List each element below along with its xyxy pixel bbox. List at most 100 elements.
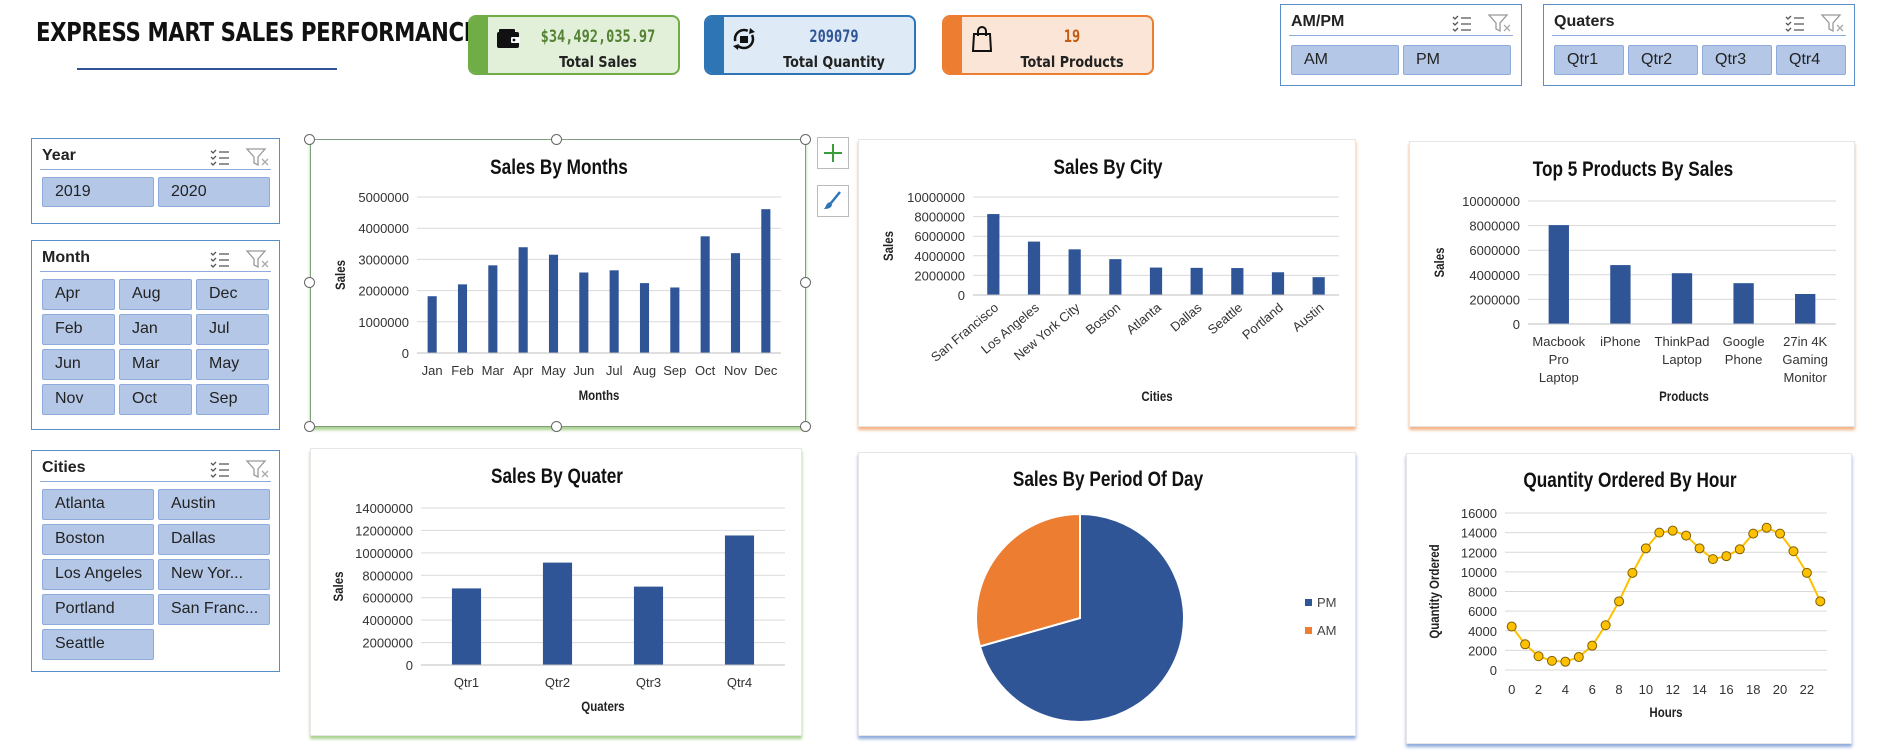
chart-styles-button[interactable] xyxy=(817,185,849,217)
chart-panel-hour[interactable]: Quantity Ordered By Hour 0 2000 4000 6000 800… xyxy=(1406,453,1852,744)
chart-panel-products[interactable]: Top 5 Products By Sales 0 2000000 4000000 60… xyxy=(1409,141,1855,427)
x-tick-label: Phone xyxy=(1725,352,1763,367)
x-tick-label: May xyxy=(541,363,566,378)
data-point xyxy=(1560,656,1571,667)
slicer-item-san-franc[interactable]: San Franc... xyxy=(158,594,270,625)
slicer-item-los-angeles[interactable]: Los Angeles xyxy=(42,559,154,590)
bar xyxy=(1149,267,1163,295)
slicer-item-atlanta[interactable]: Atlanta xyxy=(42,489,154,520)
slicer-item-boston[interactable]: Boston xyxy=(42,524,154,555)
legend-swatch xyxy=(1305,599,1312,606)
x-tick-label: 27in 4K xyxy=(1783,334,1827,349)
chart-title: Sales By Quater xyxy=(491,466,623,489)
y-tick-label: 6000 xyxy=(1468,604,1497,619)
clear-filter-icon[interactable] xyxy=(245,460,269,479)
x-tick-label: 22 xyxy=(1800,682,1814,697)
chart-sales-by-months: Sales By Months 0 1000000 2000000 3000000 400… xyxy=(332,157,781,403)
chart-sales-by-period: Sales By Period Of Day PM AM xyxy=(975,469,1337,723)
slicer-item-qtr2[interactable]: Qtr2 xyxy=(1628,45,1698,75)
chart-elements-button[interactable] xyxy=(817,137,849,169)
slicer-item-new-yor[interactable]: New Yor... xyxy=(158,559,270,590)
y-tick-label: 12000 xyxy=(1461,545,1497,560)
y-tick-label: 4000000 xyxy=(914,249,965,264)
clear-filter-icon[interactable] xyxy=(245,148,269,167)
x-tick-label: Dec xyxy=(754,363,778,378)
slicer-item-nov[interactable]: Nov xyxy=(42,384,115,415)
y-axis-title: Sales xyxy=(880,231,896,261)
resize-handle[interactable] xyxy=(304,277,315,288)
x-tick-label: Austin xyxy=(1289,300,1326,335)
y-tick-label: 0 xyxy=(406,658,413,673)
plus-icon xyxy=(824,144,842,162)
resize-handle[interactable] xyxy=(304,421,315,432)
bar xyxy=(1231,268,1244,295)
slicer-item-austin[interactable]: Austin xyxy=(158,489,270,520)
kpi-label: Total Products xyxy=(1020,53,1124,71)
slicer-item-seattle[interactable]: Seattle xyxy=(42,629,154,660)
multi-select-icon[interactable] xyxy=(1785,15,1804,32)
x-tick-label: 2 xyxy=(1535,682,1542,697)
x-tick-label: Pro xyxy=(1549,352,1569,367)
y-tick-label: 6000000 xyxy=(1469,243,1520,258)
multi-select-icon[interactable] xyxy=(210,149,229,166)
slicer-item-may[interactable]: May xyxy=(196,349,269,380)
y-tick-label: 2000000 xyxy=(358,284,409,299)
y-tick-label: 14000000 xyxy=(355,501,413,516)
multi-select-icon[interactable] xyxy=(210,251,229,268)
resize-handle[interactable] xyxy=(800,134,811,145)
multi-select-icon[interactable] xyxy=(210,461,229,478)
slicer-item-mar[interactable]: Mar xyxy=(119,349,192,380)
data-point xyxy=(1614,596,1625,607)
x-tick-label: iPhone xyxy=(1600,334,1640,349)
multi-select-icon[interactable] xyxy=(1452,15,1471,32)
slicer-item-pm[interactable]: PM xyxy=(1403,45,1511,75)
slicer-item-jun[interactable]: Jun xyxy=(42,349,115,380)
slicer-item-portland[interactable]: Portland xyxy=(42,594,154,625)
y-axis-title: Sales xyxy=(330,572,346,602)
bar xyxy=(488,265,498,353)
resize-handle[interactable] xyxy=(551,421,562,432)
kpi-value: 209079 xyxy=(809,27,859,47)
slicer-item-qtr1[interactable]: Qtr1 xyxy=(1554,45,1624,75)
bar xyxy=(548,254,559,353)
slicer-item-apr[interactable]: Apr xyxy=(42,279,115,310)
resize-handle[interactable] xyxy=(551,134,562,145)
chart-panel-months[interactable]: Sales By Months 0 1000000 2000000 3000000 400… xyxy=(310,139,806,427)
slicer-title: AM/PM xyxy=(1291,13,1345,30)
chart-panel-period[interactable]: Sales By Period Of Day PM AM xyxy=(858,452,1356,736)
x-axis-title: Months xyxy=(579,387,620,403)
slicer-item-2019[interactable]: 2019 xyxy=(42,177,154,207)
slicer-item-feb[interactable]: Feb xyxy=(42,314,115,345)
slicer-item-am[interactable]: AM xyxy=(1291,45,1399,75)
slicer-item-jul[interactable]: Jul xyxy=(196,314,269,345)
y-tick-label: 2000000 xyxy=(1469,292,1520,307)
slicer-item-2020[interactable]: 2020 xyxy=(158,177,270,207)
data-point xyxy=(1627,567,1638,578)
y-tick-label: 2000000 xyxy=(914,268,965,283)
slicer-item-dec[interactable]: Dec xyxy=(196,279,269,310)
resize-handle[interactable] xyxy=(800,421,811,432)
y-tick-label: 16000 xyxy=(1461,506,1497,521)
bar xyxy=(1027,241,1041,295)
slicer-item-jan[interactable]: Jan xyxy=(119,314,192,345)
slicer-item-oct[interactable]: Oct xyxy=(119,384,192,415)
kpi-label: Total Quantity xyxy=(783,53,885,71)
slicer-header: Year xyxy=(40,143,271,170)
clear-filter-icon[interactable] xyxy=(1820,14,1844,33)
slicer-header: Quaters xyxy=(1552,9,1846,36)
slicer-item-dallas[interactable]: Dallas xyxy=(158,524,270,555)
data-point xyxy=(1573,652,1584,663)
resize-handle[interactable] xyxy=(800,277,811,288)
slicer-item-aug[interactable]: Aug xyxy=(119,279,192,310)
slicer-item-qtr3[interactable]: Qtr3 xyxy=(1702,45,1772,75)
clear-filter-icon[interactable] xyxy=(245,250,269,269)
data-point xyxy=(1801,567,1812,578)
x-tick-label: Laptop xyxy=(1662,352,1702,367)
slicer-item-qtr4[interactable]: Qtr4 xyxy=(1776,45,1846,75)
slicer-item-sep[interactable]: Sep xyxy=(196,384,269,415)
x-tick-label: Apr xyxy=(513,363,534,378)
resize-handle[interactable] xyxy=(304,134,315,145)
chart-panel-city[interactable]: Sales By City 0 2000000 4000000 6000000 80000… xyxy=(858,139,1356,427)
chart-panel-quarter[interactable]: Sales By Quater 0 2000000 4000000 6000000 800… xyxy=(310,448,802,736)
clear-filter-icon[interactable] xyxy=(1487,14,1511,33)
